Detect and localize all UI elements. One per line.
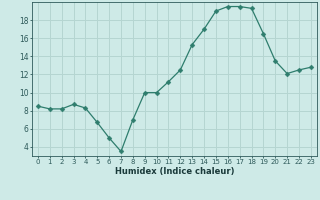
X-axis label: Humidex (Indice chaleur): Humidex (Indice chaleur) bbox=[115, 167, 234, 176]
